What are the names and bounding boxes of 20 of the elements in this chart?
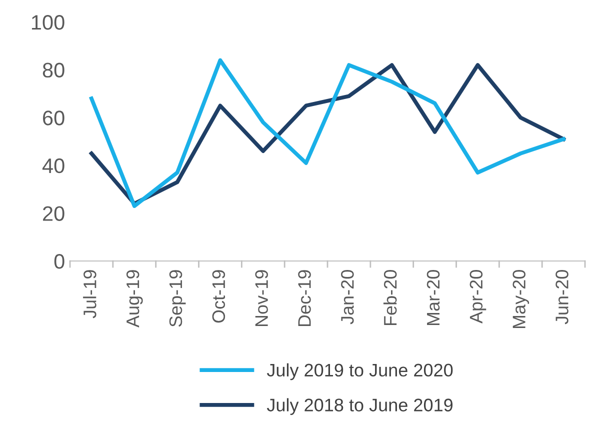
legend-label: July 2019 to June 2020 xyxy=(266,363,453,380)
y-tick-label: 40 xyxy=(42,158,64,174)
x-tick-label: Jun-20 xyxy=(556,270,568,324)
x-tick-label: Aug-19 xyxy=(126,270,143,328)
x-tick-label: Nov-19 xyxy=(255,270,268,326)
x-tick-label: Apr-20 xyxy=(470,270,486,324)
x-tick-label: Feb-20 xyxy=(383,270,397,326)
y-tick-label: 20 xyxy=(43,206,64,221)
x-tick-label: Jul-19 xyxy=(83,270,96,318)
y-tick-label: 80 xyxy=(42,62,64,78)
legend-label: July 2018 to June 2019 xyxy=(266,398,453,416)
x-tick-label: Dec-19 xyxy=(298,270,311,326)
y-tick-label: 60 xyxy=(43,110,64,126)
y-tick-label: 0 xyxy=(54,254,64,269)
x-tick-label: Mar-20 xyxy=(426,270,440,326)
x-tick-label: Jan-20 xyxy=(341,270,354,324)
x-tick-label: Oct-19 xyxy=(212,270,226,323)
x-tick-label: Sep-19 xyxy=(169,270,186,327)
y-tick-label: 100 xyxy=(32,15,64,30)
x-tick-label: May-20 xyxy=(512,270,530,328)
